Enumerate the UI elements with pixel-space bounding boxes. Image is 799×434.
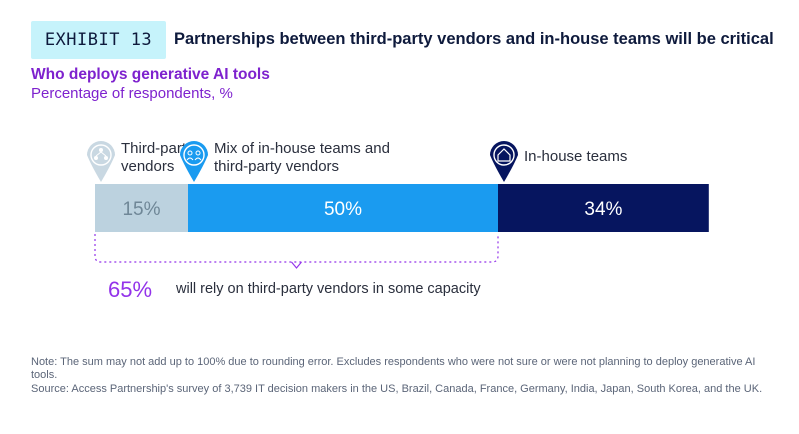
house-icon: [493, 144, 515, 166]
unit-label: Percentage of respondents, %: [31, 85, 233, 102]
people-network-pin: [87, 141, 115, 182]
map-pin-1: [87, 141, 115, 182]
annotation-bracket: [94, 234, 499, 263]
house-pin: [490, 141, 518, 182]
value-label-2: 50%: [324, 199, 362, 220]
people-network-icon: [90, 144, 112, 166]
value-label-3: 34%: [584, 199, 622, 220]
chart-subtitle: Who deploys generative AI tools: [31, 66, 270, 83]
team-icon: [183, 144, 205, 166]
category-label-1-line-2: vendors: [121, 158, 174, 175]
page-title: Partnerships between third-party vendors…: [174, 30, 774, 48]
bar-segment-2: [188, 184, 498, 232]
annotation-value: 65%: [108, 277, 152, 302]
bar-segment-3: [498, 184, 709, 232]
source-text: Source: Access Partnership's survey of 3…: [31, 383, 763, 395]
annotation-text: will rely on third-party vendors in some…: [175, 281, 481, 297]
category-label-2-line-1: Mix of in-house teams and: [214, 140, 390, 157]
map-pin-2: [180, 141, 208, 182]
value-label-1: 15%: [122, 199, 160, 220]
annotation-pointer: [291, 261, 302, 269]
bar-segment-1: [95, 184, 188, 232]
note-text: Note: The sum may not add up to 100% due…: [31, 356, 756, 381]
exhibit-badge: EXHIBIT 13: [31, 21, 166, 59]
team-pin: [180, 141, 208, 182]
category-label-3-line-1: In-house teams: [524, 148, 627, 165]
notes: Note: The sum may not add up to 100% due…: [31, 356, 781, 397]
category-label-1-line-1: Third-party: [121, 140, 194, 157]
category-label-2-line-2: third-party vendors: [214, 158, 339, 175]
